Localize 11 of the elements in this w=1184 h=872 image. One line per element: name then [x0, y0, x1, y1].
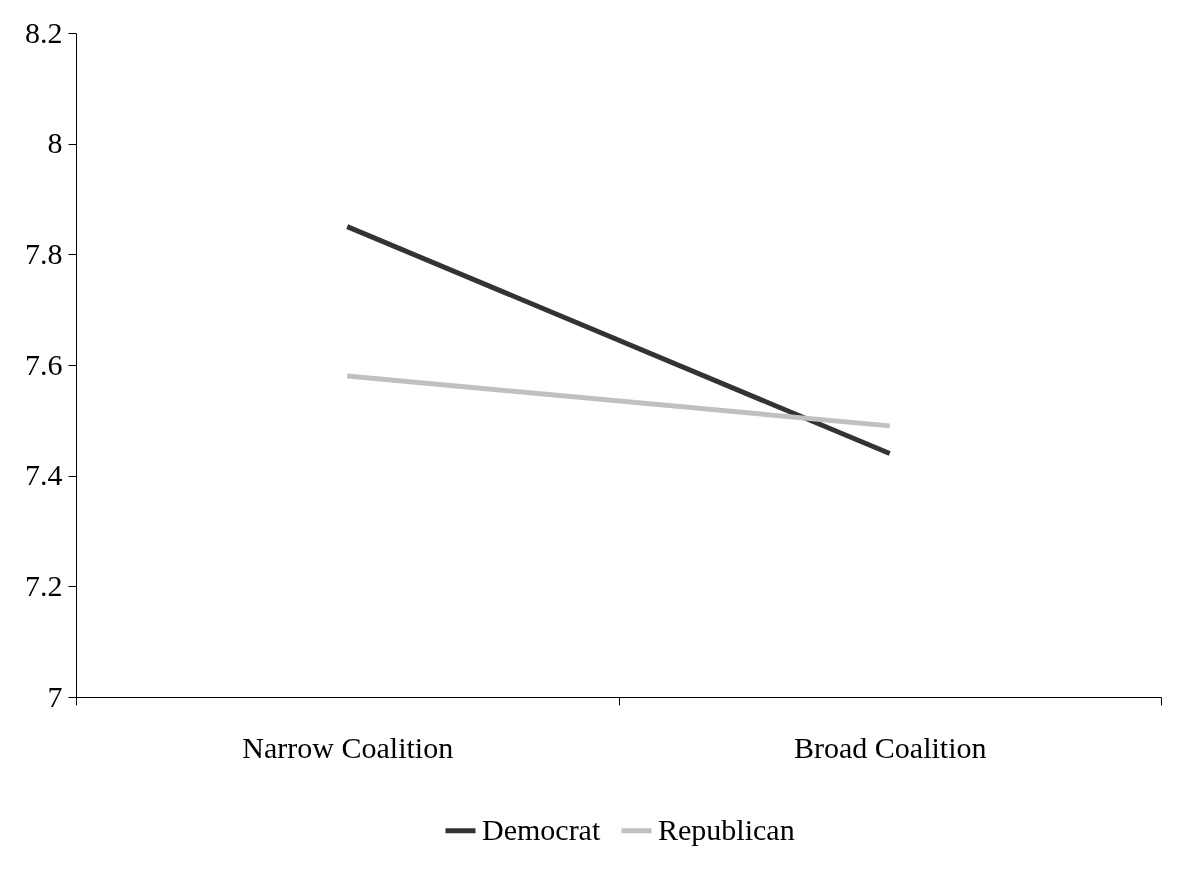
- y-tick-label: 7.8: [25, 236, 63, 270]
- y-tick-label: 8: [47, 126, 63, 160]
- y-tick-label: 7.4: [25, 458, 63, 492]
- legend-label: Democrat: [482, 812, 601, 846]
- x-tick-label: Narrow Coalition: [242, 730, 454, 764]
- y-tick-label: 7: [47, 679, 63, 713]
- x-tick-label: Broad Coalition: [794, 730, 987, 764]
- y-tick-label: 7.6: [25, 347, 63, 381]
- y-tick-label: 7.2: [25, 568, 63, 602]
- y-tick-label: 8.2: [25, 15, 63, 49]
- legend-label: Republican: [658, 812, 795, 846]
